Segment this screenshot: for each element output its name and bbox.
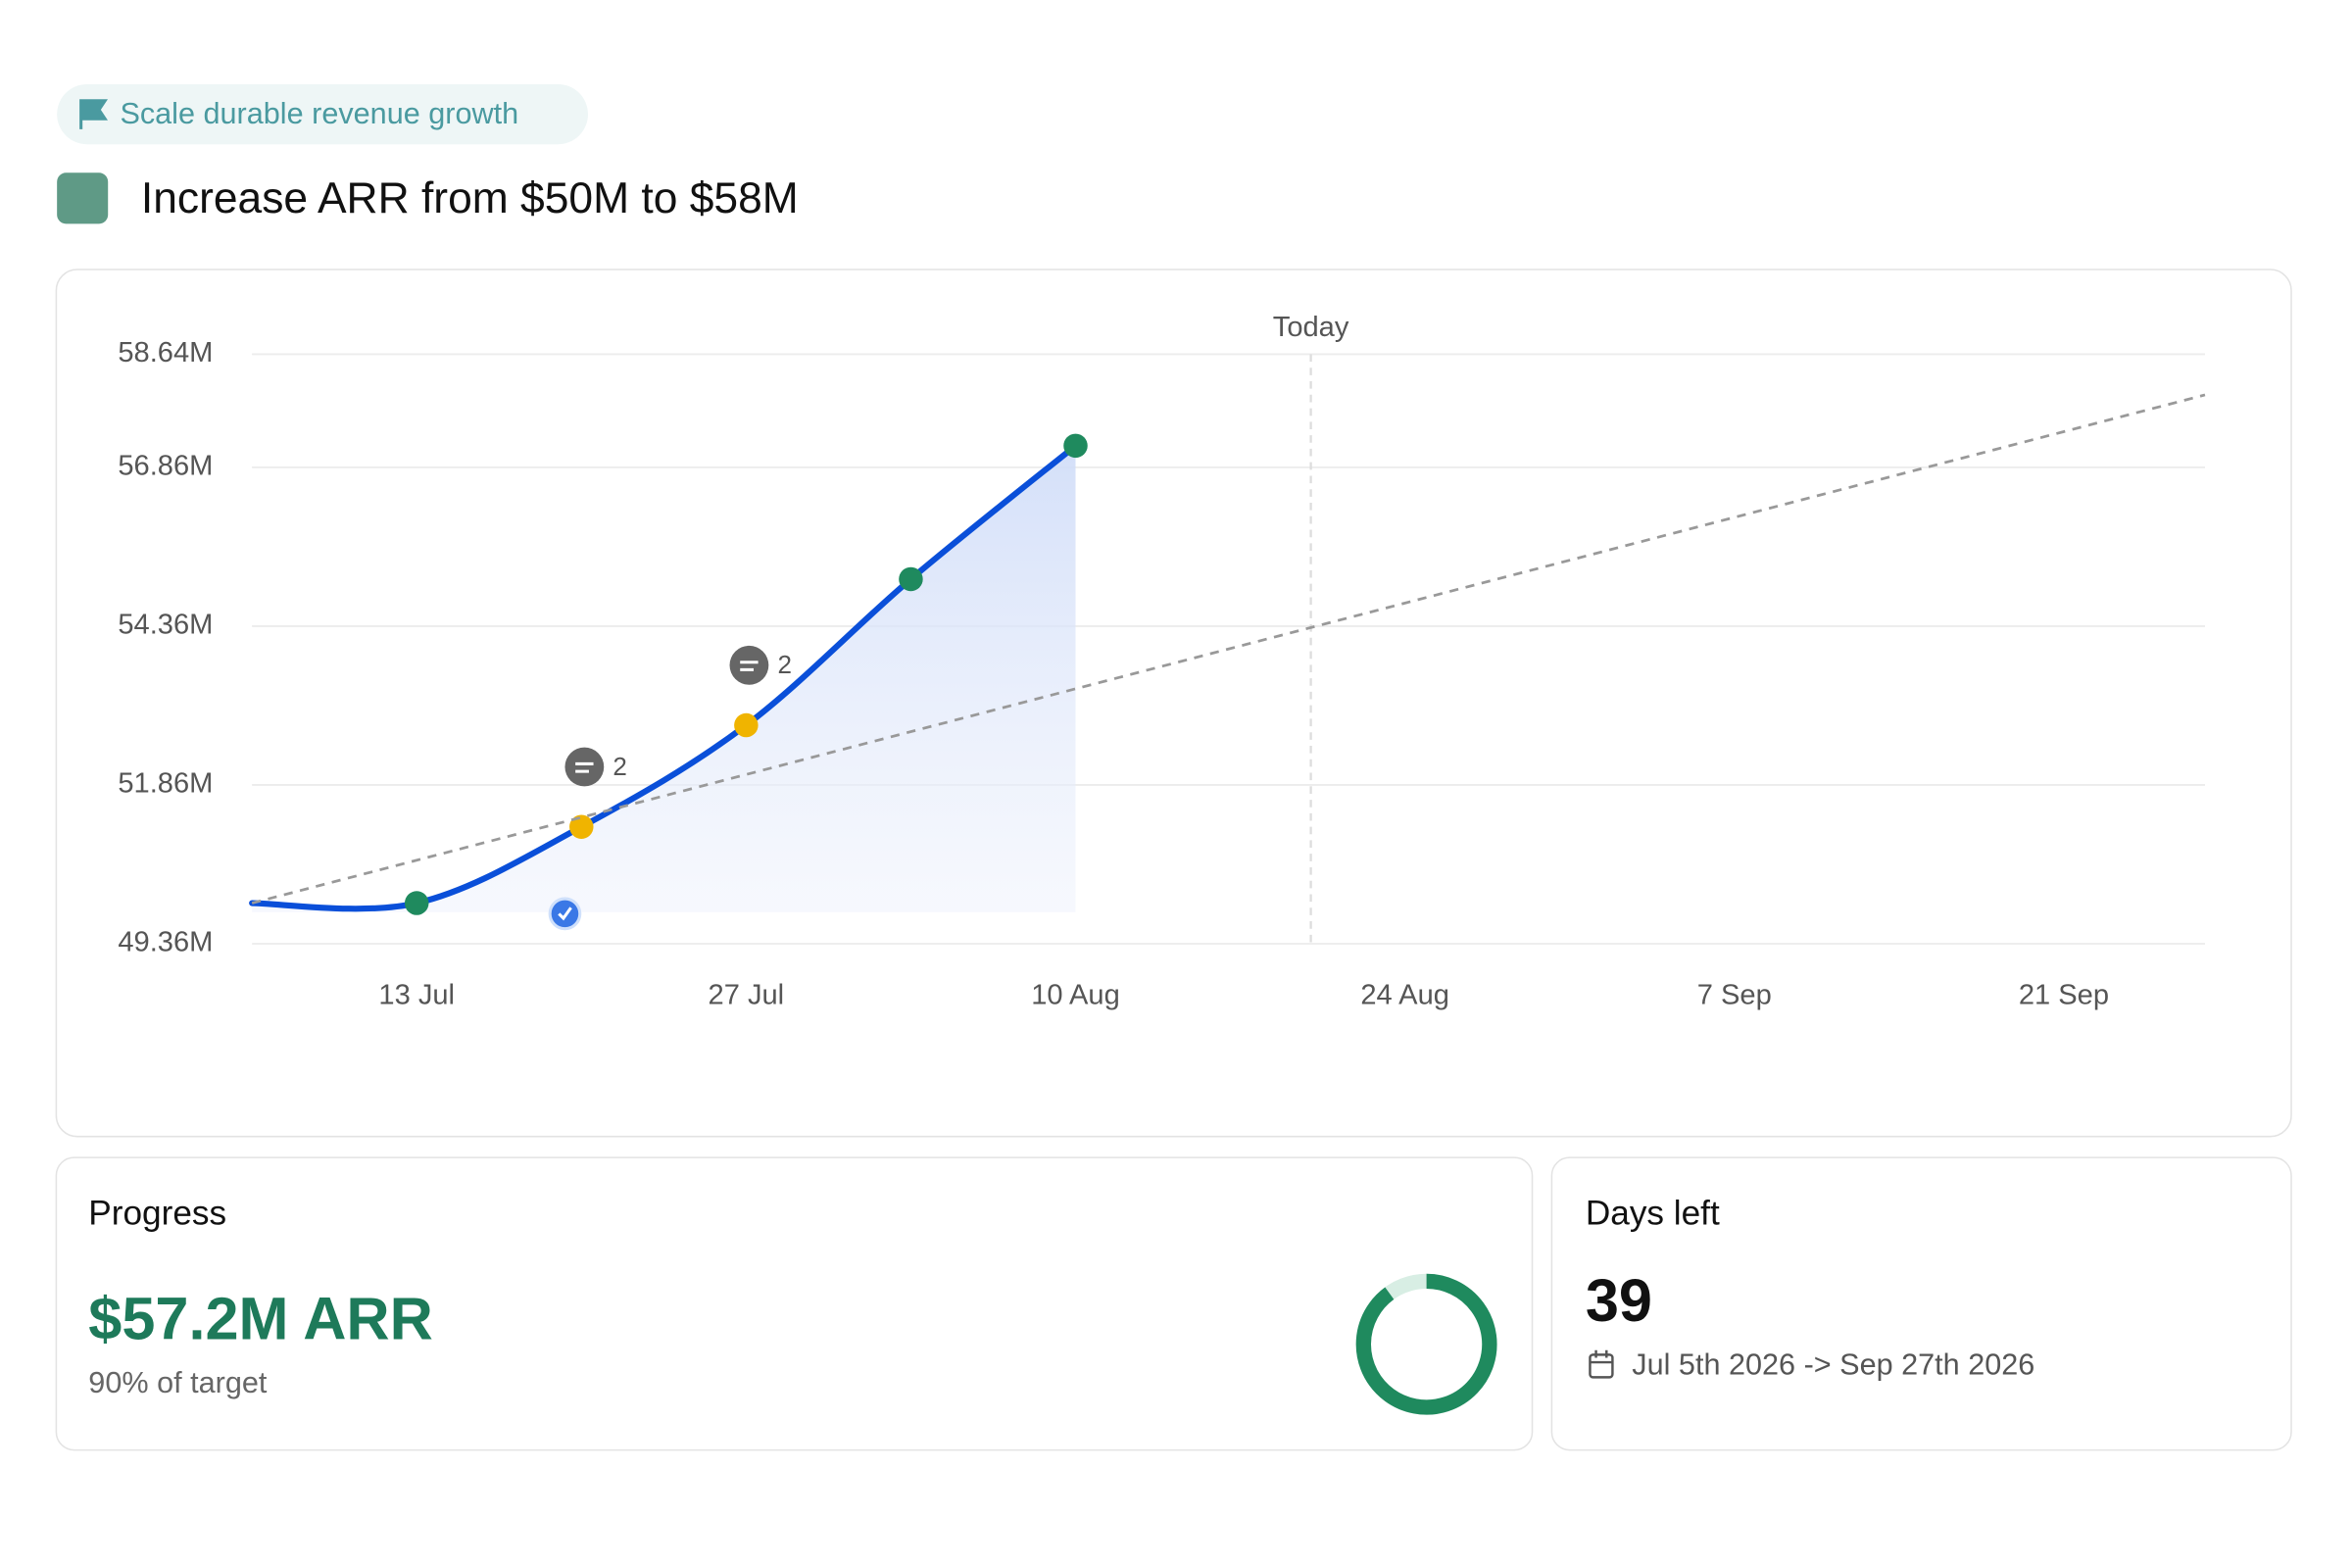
donut-arc [1355, 1273, 1497, 1415]
x-tick-label: 13 Jul [378, 979, 455, 1010]
chart-card [55, 269, 2292, 1138]
x-tick-label: 24 Aug [1360, 979, 1449, 1010]
comment-icon [575, 761, 594, 773]
comment-count: 2 [612, 752, 626, 781]
y-tick-label: 49.36M [118, 927, 213, 958]
point [569, 814, 594, 839]
series-line [249, 442, 1079, 912]
goal-icon [57, 172, 109, 224]
area [252, 445, 1076, 912]
y-tick-label: 58.64M [118, 337, 213, 368]
days-label: Days left [1586, 1194, 1720, 1232]
checkin-check [558, 906, 572, 921]
y-tick-label: 56.86M [118, 451, 213, 482]
tag-pill[interactable] [57, 83, 588, 145]
y-tick-label: 54.36M [118, 610, 213, 641]
progress-card [55, 1156, 1534, 1451]
calendar-icon [1589, 1349, 1614, 1379]
point [404, 891, 429, 915]
flag-icon [79, 99, 109, 129]
x-tick-label: 21 Sep [2019, 979, 2109, 1010]
x-tick-label: 27 Jul [709, 979, 785, 1010]
comment-badge [564, 747, 605, 787]
point [899, 566, 923, 592]
point [1063, 433, 1088, 459]
days-card [1550, 1156, 2292, 1451]
comment-icon [740, 661, 759, 671]
progress-percent: 90% of target [88, 1366, 268, 1399]
plot: 49.36M 51.86M 54.36M 56.86M 58.64M 13 Jul 27 J… [118, 312, 2206, 1010]
comment-count: 2 [778, 650, 792, 679]
x-tick-label: 10 Aug [1031, 979, 1120, 1010]
x-tick-label: 7 Sep [1697, 979, 1772, 1010]
tag-text: Scale durable revenue growth [120, 97, 518, 130]
progress-value: $57.2M ARR [88, 1285, 433, 1351]
y-tick-label: 51.86M [118, 768, 213, 800]
date-range: Jul 5th 2026 -> Sep 27th 2026 [1632, 1348, 2034, 1382]
goal-title: Increase ARR from $50M to $58M [141, 174, 799, 222]
comment-badge [729, 645, 769, 685]
progress-label: Progress [88, 1194, 226, 1232]
point [734, 712, 759, 738]
trend-line [251, 393, 2206, 905]
days-value: 39 [1586, 1267, 1652, 1334]
today-label: Today [1273, 312, 1349, 343]
